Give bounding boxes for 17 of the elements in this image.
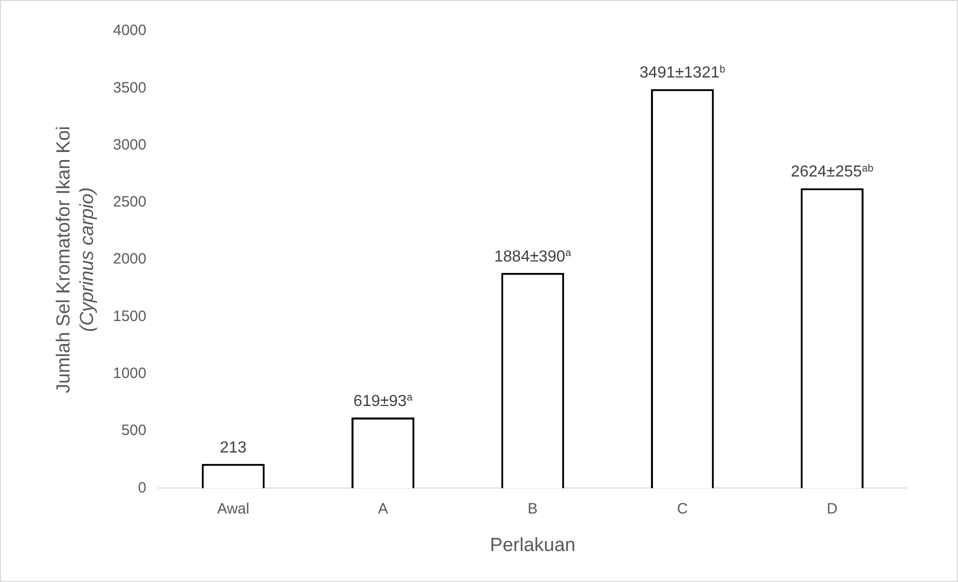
data-label: 213	[220, 439, 247, 456]
y-tick-label: 1000	[112, 365, 146, 382]
x-tick-label: D	[826, 500, 838, 518]
x-axis-title: Perlakuan	[490, 534, 576, 556]
y-axis-title: Jumlah Sel Kromatofor Ikan Koi (Cyprinus carpio)	[54, 126, 98, 394]
x-tick-label: B	[528, 500, 538, 518]
x-tick-label: C	[676, 500, 688, 518]
y-tick-label: 4000	[112, 22, 146, 40]
x-tick-label: A	[378, 500, 388, 518]
x-tick-label: Awal	[217, 500, 250, 518]
y-tick-label: 0	[138, 479, 146, 496]
y-tick-label: 1500	[112, 308, 146, 325]
y-tick-label: 3500	[112, 79, 146, 96]
y-tick-label: 2500	[112, 194, 146, 211]
y-tick-label: 2000	[112, 250, 146, 268]
y-tick-label: 500	[121, 422, 146, 440]
y-tick-label: 3000	[112, 136, 146, 154]
